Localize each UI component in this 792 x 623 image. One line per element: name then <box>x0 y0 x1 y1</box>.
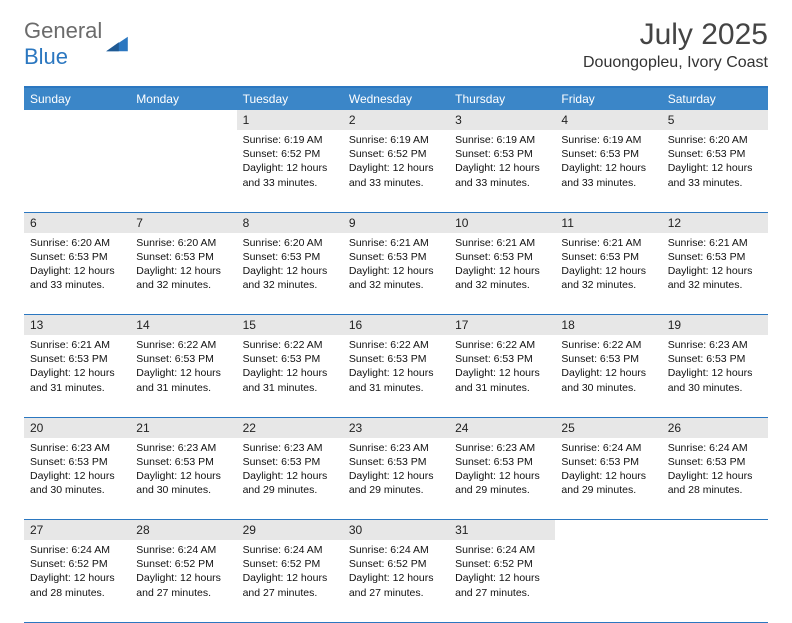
day-number-cell: 19 <box>662 315 768 336</box>
daynum-row: 6789101112 <box>24 212 768 233</box>
calendar-head: SundayMondayTuesdayWednesdayThursdayFrid… <box>24 88 768 110</box>
week-row: Sunrise: 6:23 AMSunset: 6:53 PMDaylight:… <box>24 438 768 520</box>
day-cell: Sunrise: 6:22 AMSunset: 6:53 PMDaylight:… <box>343 335 449 417</box>
day-number-cell: 25 <box>555 417 661 438</box>
day-number-cell: 30 <box>343 520 449 541</box>
week-row: Sunrise: 6:24 AMSunset: 6:52 PMDaylight:… <box>24 540 768 622</box>
day-number-cell: 15 <box>237 315 343 336</box>
day-number-cell: 31 <box>449 520 555 541</box>
day-cell: Sunrise: 6:21 AMSunset: 6:53 PMDaylight:… <box>24 335 130 417</box>
daynum-row: 20212223242526 <box>24 417 768 438</box>
day-cell: Sunrise: 6:23 AMSunset: 6:53 PMDaylight:… <box>24 438 130 520</box>
day-number-cell: 26 <box>662 417 768 438</box>
day-header: Monday <box>130 88 236 110</box>
day-number-cell: 2 <box>343 110 449 130</box>
day-cell: Sunrise: 6:20 AMSunset: 6:53 PMDaylight:… <box>24 233 130 315</box>
day-number-cell: 20 <box>24 417 130 438</box>
day-header: Wednesday <box>343 88 449 110</box>
day-cell: Sunrise: 6:22 AMSunset: 6:53 PMDaylight:… <box>130 335 236 417</box>
day-cell: Sunrise: 6:20 AMSunset: 6:53 PMDaylight:… <box>237 233 343 315</box>
week-row: Sunrise: 6:20 AMSunset: 6:53 PMDaylight:… <box>24 233 768 315</box>
day-number-cell: 13 <box>24 315 130 336</box>
day-cell: Sunrise: 6:22 AMSunset: 6:53 PMDaylight:… <box>237 335 343 417</box>
day-cell: Sunrise: 6:24 AMSunset: 6:52 PMDaylight:… <box>237 540 343 622</box>
day-header: Saturday <box>662 88 768 110</box>
daynum-row: 13141516171819 <box>24 315 768 336</box>
header: General Blue July 2025 Douongopleu, Ivor… <box>24 18 768 76</box>
day-cell: Sunrise: 6:23 AMSunset: 6:53 PMDaylight:… <box>237 438 343 520</box>
day-cell: Sunrise: 6:22 AMSunset: 6:53 PMDaylight:… <box>449 335 555 417</box>
day-cell: Sunrise: 6:24 AMSunset: 6:52 PMDaylight:… <box>343 540 449 622</box>
day-cell: Sunrise: 6:19 AMSunset: 6:53 PMDaylight:… <box>449 130 555 212</box>
logo-triangle-icon <box>106 35 128 53</box>
day-cell <box>555 540 661 622</box>
day-number-cell: 7 <box>130 212 236 233</box>
day-number-cell: 6 <box>24 212 130 233</box>
day-number-cell: 16 <box>343 315 449 336</box>
day-cell: Sunrise: 6:24 AMSunset: 6:52 PMDaylight:… <box>130 540 236 622</box>
day-cell <box>24 130 130 212</box>
logo-text: General Blue <box>24 18 102 70</box>
day-cell: Sunrise: 6:20 AMSunset: 6:53 PMDaylight:… <box>130 233 236 315</box>
week-row: Sunrise: 6:21 AMSunset: 6:53 PMDaylight:… <box>24 335 768 417</box>
day-header: Tuesday <box>237 88 343 110</box>
day-cell <box>662 540 768 622</box>
day-cell: Sunrise: 6:24 AMSunset: 6:52 PMDaylight:… <box>449 540 555 622</box>
day-cell: Sunrise: 6:24 AMSunset: 6:52 PMDaylight:… <box>24 540 130 622</box>
daynum-row: 2728293031 <box>24 520 768 541</box>
day-cell: Sunrise: 6:19 AMSunset: 6:52 PMDaylight:… <box>343 130 449 212</box>
day-number-cell: 9 <box>343 212 449 233</box>
logo-part2: Blue <box>24 44 68 69</box>
calendar-body: 12345Sunrise: 6:19 AMSunset: 6:52 PMDayl… <box>24 110 768 622</box>
day-cell: Sunrise: 6:21 AMSunset: 6:53 PMDaylight:… <box>449 233 555 315</box>
day-number-cell: 27 <box>24 520 130 541</box>
day-cell <box>130 130 236 212</box>
day-cell: Sunrise: 6:19 AMSunset: 6:52 PMDaylight:… <box>237 130 343 212</box>
day-cell: Sunrise: 6:24 AMSunset: 6:53 PMDaylight:… <box>555 438 661 520</box>
day-number-cell: 3 <box>449 110 555 130</box>
day-number-cell: 23 <box>343 417 449 438</box>
day-number-cell: 24 <box>449 417 555 438</box>
day-cell: Sunrise: 6:19 AMSunset: 6:53 PMDaylight:… <box>555 130 661 212</box>
day-cell: Sunrise: 6:23 AMSunset: 6:53 PMDaylight:… <box>343 438 449 520</box>
daynum-row: 12345 <box>24 110 768 130</box>
day-number-cell <box>555 520 661 541</box>
day-number-cell: 1 <box>237 110 343 130</box>
week-row: Sunrise: 6:19 AMSunset: 6:52 PMDaylight:… <box>24 130 768 212</box>
day-number-cell: 17 <box>449 315 555 336</box>
day-cell: Sunrise: 6:21 AMSunset: 6:53 PMDaylight:… <box>662 233 768 315</box>
calendar-table: SundayMondayTuesdayWednesdayThursdayFrid… <box>24 88 768 623</box>
day-cell: Sunrise: 6:21 AMSunset: 6:53 PMDaylight:… <box>343 233 449 315</box>
day-cell: Sunrise: 6:23 AMSunset: 6:53 PMDaylight:… <box>662 335 768 417</box>
day-number-cell: 4 <box>555 110 661 130</box>
day-header: Friday <box>555 88 661 110</box>
day-number-cell: 22 <box>237 417 343 438</box>
day-number-cell <box>130 110 236 130</box>
day-number-cell: 11 <box>555 212 661 233</box>
day-number-cell: 10 <box>449 212 555 233</box>
day-cell: Sunrise: 6:23 AMSunset: 6:53 PMDaylight:… <box>130 438 236 520</box>
month-title: July 2025 <box>583 18 768 52</box>
day-number-cell <box>24 110 130 130</box>
day-cell: Sunrise: 6:23 AMSunset: 6:53 PMDaylight:… <box>449 438 555 520</box>
day-number-cell <box>662 520 768 541</box>
day-number-cell: 29 <box>237 520 343 541</box>
day-number-cell: 21 <box>130 417 236 438</box>
day-cell: Sunrise: 6:21 AMSunset: 6:53 PMDaylight:… <box>555 233 661 315</box>
day-number-cell: 5 <box>662 110 768 130</box>
title-block: July 2025 Douongopleu, Ivory Coast <box>583 18 768 76</box>
day-header: Thursday <box>449 88 555 110</box>
day-cell: Sunrise: 6:22 AMSunset: 6:53 PMDaylight:… <box>555 335 661 417</box>
location: Douongopleu, Ivory Coast <box>583 54 768 72</box>
day-number-cell: 28 <box>130 520 236 541</box>
day-cell: Sunrise: 6:24 AMSunset: 6:53 PMDaylight:… <box>662 438 768 520</box>
day-header: Sunday <box>24 88 130 110</box>
day-number-cell: 12 <box>662 212 768 233</box>
day-number-cell: 8 <box>237 212 343 233</box>
day-cell: Sunrise: 6:20 AMSunset: 6:53 PMDaylight:… <box>662 130 768 212</box>
day-number-cell: 18 <box>555 315 661 336</box>
day-number-cell: 14 <box>130 315 236 336</box>
logo: General Blue <box>24 18 128 70</box>
logo-part1: General <box>24 18 102 43</box>
